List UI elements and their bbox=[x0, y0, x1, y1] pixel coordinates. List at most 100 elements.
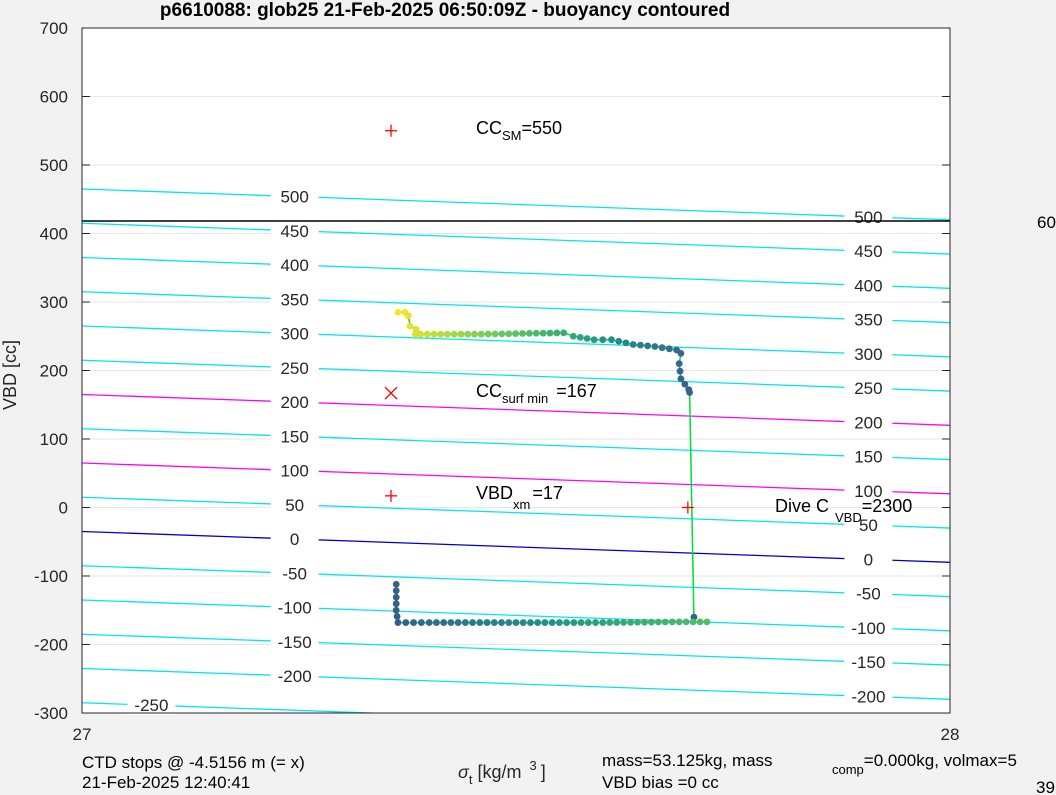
contour-label-left-bg bbox=[270, 255, 319, 276]
contour-label-right: -200 bbox=[851, 687, 885, 706]
contour-label-right: 500 bbox=[854, 208, 882, 227]
contour-label-right-bg bbox=[844, 412, 893, 433]
contour-label-left-bg bbox=[270, 426, 319, 447]
annotation-dive-c: Dive C VBD=2300 bbox=[775, 496, 912, 525]
contour-label-left-bg bbox=[270, 357, 319, 378]
contour-line bbox=[82, 256, 950, 289]
right-edge-label-39: 39 bbox=[1036, 778, 1055, 795]
descent-point bbox=[417, 330, 424, 338]
descent-point bbox=[519, 330, 526, 337]
ann-dive-c-rest: =2300 bbox=[862, 496, 913, 516]
climb-point bbox=[641, 618, 648, 626]
climb-point bbox=[433, 619, 440, 626]
contour-line bbox=[82, 222, 950, 255]
climb-point bbox=[592, 619, 599, 626]
contour-label-right: 50 bbox=[859, 516, 878, 535]
descent-point bbox=[576, 333, 584, 341]
climb-point bbox=[620, 618, 628, 626]
climb-point bbox=[447, 619, 455, 626]
annotation-cc-surf-min: CCsurf min =167 bbox=[476, 381, 597, 406]
ann-cc-surf-sub: surf min bbox=[502, 391, 548, 406]
climb-point bbox=[703, 618, 711, 626]
contour-label-left: 250 bbox=[280, 359, 308, 378]
contour-label-left: 350 bbox=[280, 290, 308, 309]
descent-point bbox=[477, 330, 485, 338]
climb-point bbox=[425, 619, 433, 626]
contour-label-left-bg bbox=[127, 695, 176, 716]
contour-label-right: -150 bbox=[851, 653, 885, 672]
climb-point bbox=[490, 619, 498, 626]
contour-label-left-bg bbox=[270, 631, 319, 652]
vbd-paths bbox=[392, 308, 711, 626]
contour-line bbox=[82, 496, 950, 529]
x-axis-label-sup: 3 bbox=[530, 758, 537, 773]
contour-label-left: 0 bbox=[290, 530, 299, 549]
y-tick-label: 300 bbox=[40, 293, 68, 312]
climb-point bbox=[527, 619, 534, 626]
contour-label-right-bg bbox=[844, 617, 893, 638]
climb-point bbox=[505, 619, 513, 626]
ann-cc-sm-rest: =550 bbox=[522, 118, 563, 138]
contour-label-right-bg bbox=[844, 343, 893, 364]
descent-point bbox=[615, 337, 623, 345]
contour-label-left: 150 bbox=[280, 427, 308, 446]
descent-point bbox=[457, 330, 465, 338]
contour-label-right-bg bbox=[844, 686, 893, 707]
climb-point bbox=[682, 618, 690, 626]
y-tick-label: 100 bbox=[40, 430, 68, 449]
climb-point bbox=[689, 618, 697, 626]
climb-point bbox=[577, 619, 585, 626]
contour-line bbox=[82, 291, 950, 324]
contour-line bbox=[82, 393, 950, 426]
ann-dive-c-sub: VBD bbox=[835, 510, 862, 525]
descent-point bbox=[505, 330, 513, 338]
climb-point bbox=[476, 619, 484, 626]
climb-point bbox=[519, 619, 527, 626]
descent-point bbox=[491, 330, 499, 338]
contour-line bbox=[82, 633, 950, 666]
contour-label-right: 100 bbox=[854, 482, 882, 501]
contour-label-right: 150 bbox=[854, 448, 882, 467]
climb-point bbox=[584, 619, 592, 626]
climb-point bbox=[675, 618, 683, 626]
contour-label-right: 300 bbox=[854, 345, 882, 364]
contour-label-right-bg bbox=[844, 206, 893, 227]
descent-point bbox=[464, 330, 472, 338]
annotation-cc-sm: CCSM=550 bbox=[476, 118, 562, 143]
contour-line bbox=[82, 462, 950, 495]
annotation-vbd-xm: VBDxm=17 bbox=[476, 483, 563, 512]
contour-label-left-bg bbox=[270, 289, 319, 310]
y-tick-label: -300 bbox=[34, 704, 68, 723]
descent-point bbox=[471, 330, 478, 338]
markers bbox=[384, 124, 694, 514]
descent-point bbox=[677, 349, 685, 357]
climb-point bbox=[599, 619, 607, 626]
contour-label-left-bg bbox=[270, 597, 319, 618]
climb-point bbox=[469, 619, 476, 626]
descent-point bbox=[437, 330, 445, 338]
climb-point bbox=[392, 606, 400, 614]
climb-point bbox=[417, 619, 425, 626]
contour-label-right-bg bbox=[844, 309, 893, 330]
contour-lines bbox=[82, 188, 950, 713]
descent-point bbox=[658, 344, 666, 352]
x-tick-label: 27 bbox=[73, 725, 92, 744]
footer-mass-sub: comp bbox=[832, 762, 864, 777]
descent-point bbox=[651, 343, 659, 350]
descent-point bbox=[677, 375, 685, 383]
contour-label-left: 50 bbox=[285, 496, 304, 515]
ann-vbd-xm-rest: =17 bbox=[532, 483, 563, 503]
descent-point bbox=[532, 329, 540, 337]
contour-label-left-bg bbox=[270, 220, 319, 241]
descent-point bbox=[599, 336, 607, 344]
climb-point bbox=[410, 619, 417, 626]
ann-cc-surf-base: CC bbox=[476, 381, 502, 401]
descent-point bbox=[629, 341, 637, 348]
descent-point bbox=[444, 330, 451, 338]
climb-point bbox=[606, 619, 614, 626]
contour-label-right-bg bbox=[844, 446, 893, 467]
climb-point bbox=[627, 618, 634, 626]
x-axis-label-sub: t bbox=[469, 772, 473, 787]
descent-point bbox=[512, 330, 520, 338]
contour-line bbox=[82, 667, 950, 700]
